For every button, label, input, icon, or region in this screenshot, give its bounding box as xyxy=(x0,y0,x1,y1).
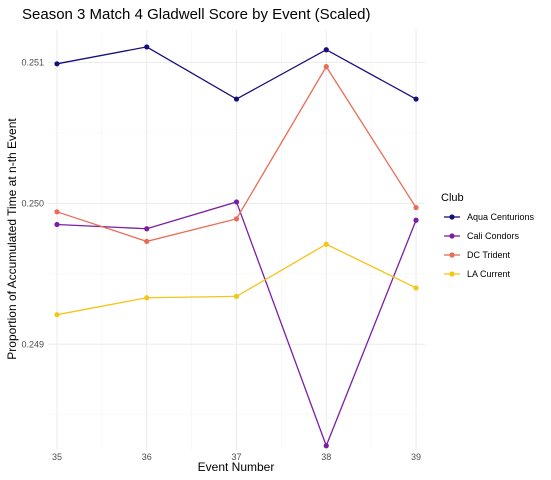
data-point-aqua-centurions xyxy=(233,96,240,102)
legend-item-cali-condors: Cali Condors xyxy=(444,231,520,241)
data-point-aqua-centurions xyxy=(54,61,60,67)
legend: Club Aqua Centurions Cali Condors DC Tride… xyxy=(441,192,535,279)
y-tick-label: 0.249 xyxy=(21,339,44,349)
x-tick-label: 37 xyxy=(231,452,241,462)
legend-item-dc-trident: DC Trident xyxy=(444,250,511,260)
data-point-dc-trident xyxy=(323,64,329,70)
legend-item-la-current: LA Current xyxy=(444,269,511,279)
x-tick-label: 35 xyxy=(52,452,62,462)
x-axis-title: Event Number xyxy=(198,460,275,474)
legend-swatch-point xyxy=(449,252,455,258)
data-point-dc-trident xyxy=(413,204,419,211)
x-tick-label: 39 xyxy=(411,452,421,462)
series-la-current xyxy=(54,241,419,318)
legend-label: DC Trident xyxy=(467,250,511,260)
legend-item-aqua-centurions: Aqua Centurions xyxy=(444,212,535,222)
data-point-aqua-centurions xyxy=(323,47,329,53)
series-layer xyxy=(54,44,419,449)
data-point-dc-trident xyxy=(233,216,240,222)
data-point-la-current xyxy=(323,241,329,247)
series-aqua-centurions xyxy=(54,44,419,102)
data-point-la-current xyxy=(233,293,240,299)
data-point-la-current xyxy=(54,312,60,318)
chart-title: Season 3 Match 4 Gladwell Score by Event… xyxy=(22,6,371,23)
data-point-cali-condors xyxy=(144,226,150,232)
data-point-dc-trident xyxy=(54,209,60,215)
data-point-aqua-centurions xyxy=(413,96,419,102)
data-point-dc-trident xyxy=(144,238,150,245)
legend-label: Cali Condors xyxy=(467,231,520,241)
x-tick-label: 36 xyxy=(142,452,152,462)
y-tick-label: 0.251 xyxy=(21,57,44,67)
series-cali-condors xyxy=(54,199,419,449)
data-point-cali-condors xyxy=(413,217,419,223)
legend-label: LA Current xyxy=(467,269,511,279)
x-tick-label: 38 xyxy=(321,452,331,462)
series-dc-trident xyxy=(54,64,419,245)
data-point-cali-condors xyxy=(54,221,60,228)
legend-swatch-point xyxy=(449,214,455,220)
data-point-la-current xyxy=(413,285,419,291)
axis-ticks: 35 36 37 38 39 0.249 0.250 0.251 xyxy=(21,57,421,462)
legend-label: Aqua Centurions xyxy=(467,212,535,222)
legend-swatch-point xyxy=(449,271,455,277)
legend-title: Club xyxy=(441,192,464,204)
grid xyxy=(48,30,425,450)
data-point-aqua-centurions xyxy=(144,44,150,50)
legend-swatch-point xyxy=(449,233,455,239)
data-point-cali-condors xyxy=(323,443,329,449)
data-point-cali-condors xyxy=(233,199,240,205)
y-axis-title: Proportion of Accumulated Time at n-th E… xyxy=(5,118,19,360)
data-point-la-current xyxy=(144,295,150,301)
y-tick-label: 0.250 xyxy=(21,198,44,208)
